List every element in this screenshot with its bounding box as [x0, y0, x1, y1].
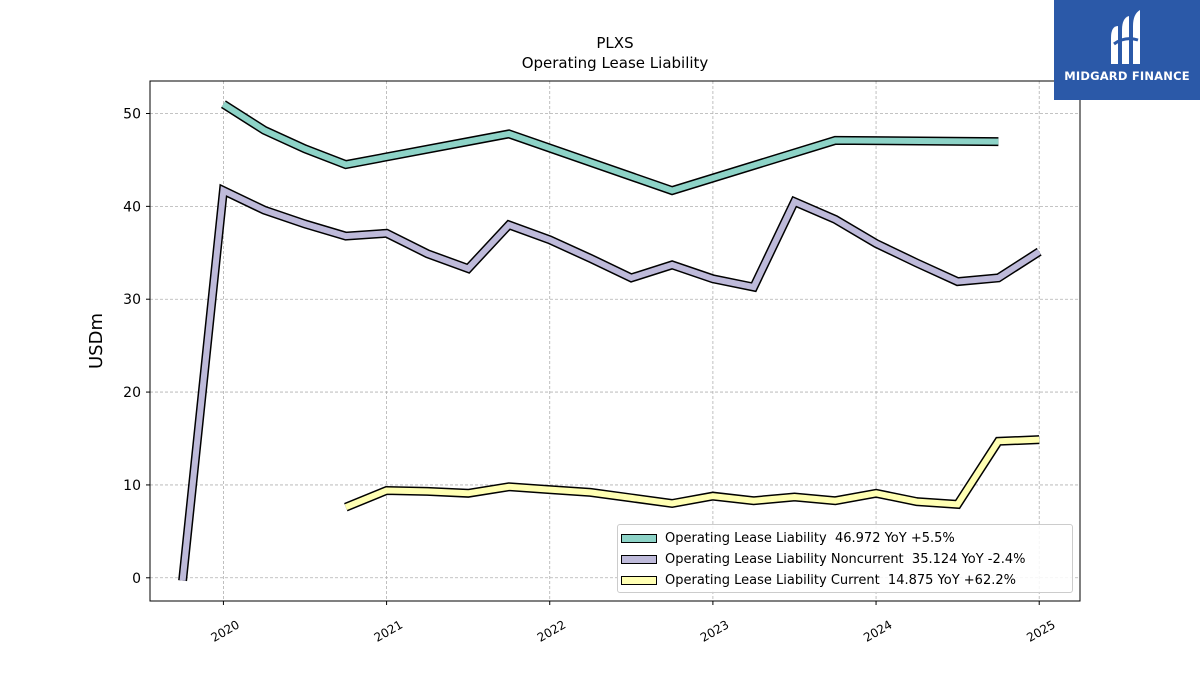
x-tick-label: 2025: [1024, 617, 1057, 644]
series-operating-lease-liability-current: [344, 435, 1040, 512]
legend: Operating Lease Liability 46.972 YoY +5.…: [617, 524, 1073, 593]
series-line: [344, 436, 1040, 510]
series-line: [221, 101, 999, 194]
y-tick-label: 0: [132, 571, 141, 587]
y-axis-label: USDm: [86, 313, 107, 369]
chart-subtitle: Operating Lease Liability: [522, 54, 709, 72]
logo-text: MIDGARD FINANCE: [1064, 69, 1190, 83]
grid-lines: [150, 81, 1080, 601]
x-axis: 2020 2021 2022 2023 2024 2025: [208, 601, 1058, 645]
legend-label: Operating Lease Liability 46.972 YoY +5.…: [665, 530, 955, 546]
legend-swatch: [621, 554, 657, 564]
logo-mark-icon: [1111, 10, 1140, 64]
legend-label: Operating Lease Liability Noncurrent 35.…: [665, 551, 1026, 567]
legend-item-operating-lease-liability-noncurrent: Operating Lease Liability Noncurrent 35.…: [618, 549, 1026, 569]
x-tick-label: 2021: [372, 617, 405, 644]
y-tick-label: 30: [123, 292, 141, 308]
x-tick-label: 2023: [698, 617, 731, 644]
x-tick-label: 2024: [861, 617, 894, 644]
x-tick-label: 2022: [535, 617, 568, 644]
y-axis: 0 10 20 30 40 50: [123, 107, 150, 587]
y-tick-label: 40: [123, 199, 141, 215]
series-outline: [220, 100, 999, 196]
series-layer: [178, 100, 1042, 582]
legend-swatch: [621, 575, 657, 585]
midgard-finance-logo: MIDGARD FINANCE: [1054, 0, 1200, 100]
x-tick-label: 2020: [208, 617, 241, 644]
series-outline: [178, 183, 1042, 582]
plot-frame: [149, 80, 1081, 602]
legend-label: Operating Lease Liability Current 14.875…: [665, 572, 1016, 588]
y-tick-label: 50: [123, 107, 141, 123]
series-operating-lease-liability-noncurrent: [178, 183, 1042, 582]
series-operating-lease-liability: [220, 100, 999, 196]
y-tick-label: 10: [123, 478, 141, 494]
legend-item-operating-lease-liability: Operating Lease Liability 46.972 YoY +5.…: [618, 528, 955, 548]
chart-title: PLXS: [596, 34, 633, 52]
y-tick-label: 20: [123, 385, 141, 401]
legend-item-operating-lease-liability-current: Operating Lease Liability Current 14.875…: [618, 570, 1016, 590]
series-line: [179, 186, 1041, 581]
legend-swatch: [621, 533, 657, 543]
